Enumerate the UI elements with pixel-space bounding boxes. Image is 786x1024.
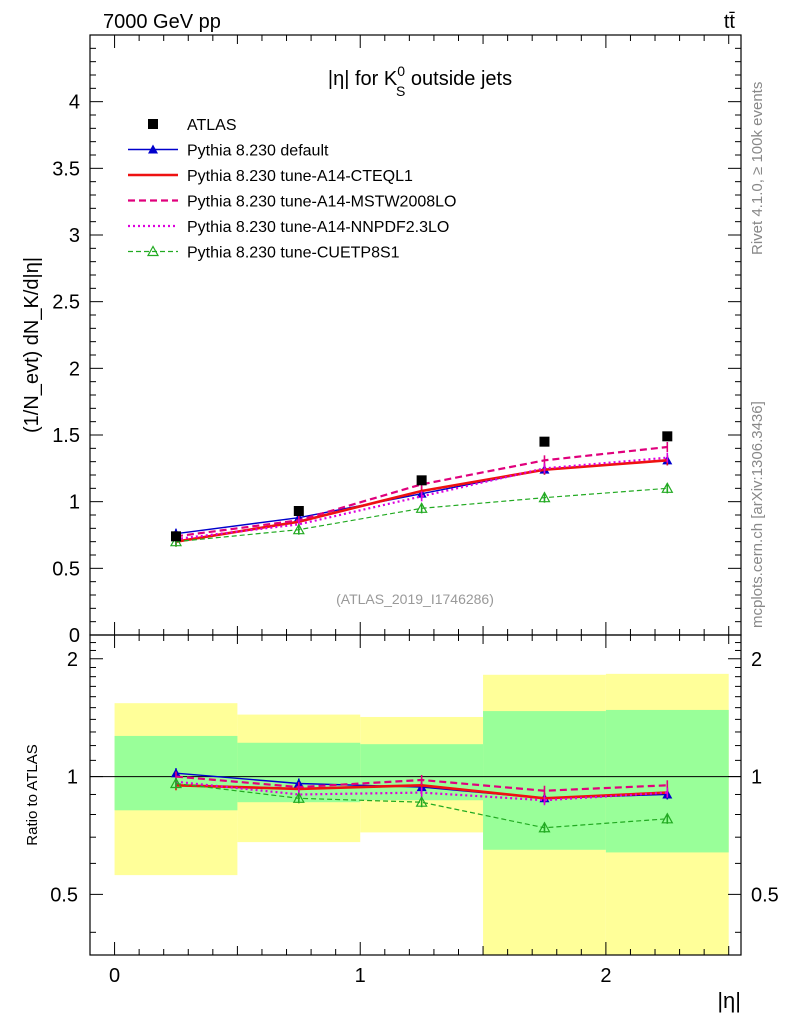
axis-ticks [90, 35, 741, 955]
data-point-marker [170, 531, 181, 542]
main-series-line [175, 456, 668, 541]
ratio-series-group [169, 768, 674, 833]
data-point-marker [662, 431, 673, 442]
series-marker [292, 792, 305, 803]
ratio-y-tick-label-left: 2 [67, 649, 78, 671]
series-marker [661, 482, 674, 493]
ratio-y-tick-label-right: 0.5 [751, 884, 779, 906]
legend-data-marker [148, 119, 158, 129]
main-y-tick-label: 0.5 [52, 558, 80, 580]
ratio-y-tick-label-right: 2 [751, 649, 762, 671]
data-point-marker [539, 436, 550, 447]
x-tick-label: 0 [109, 965, 120, 987]
series-marker [169, 777, 183, 789]
series-marker [538, 821, 551, 833]
mcplots-label: mcplots.cern.ch [arXiv:1306.3436] [749, 401, 766, 628]
series-marker [538, 491, 551, 503]
energy-label: 7000 GeV pp [103, 11, 221, 33]
series-marker [148, 144, 158, 154]
ratio-y-tick-label-left: 1 [67, 767, 78, 789]
ratio-series-line [175, 782, 668, 829]
series-marker [661, 812, 674, 824]
data-point-marker [416, 475, 427, 486]
rivet-version-label: Rivet 4.1.0, ≥ 100k events [749, 82, 766, 255]
data-point-marker [293, 506, 304, 516]
main-y-tick-label: 3 [69, 225, 80, 247]
x-axis-label: |η| [717, 988, 741, 1013]
axis-tick-labels: 00.511.522.533.540.5 0.51 12 20 1 2 [50, 92, 779, 987]
legend-entry-label: Pythia 8.230 tune-A14-MSTW2008LO [187, 194, 456, 211]
process-label: tt̄ [724, 11, 736, 33]
main-y-tick-label: 3.5 [52, 158, 80, 180]
main-series-line [175, 445, 668, 538]
series-marker [415, 795, 428, 807]
x-tick-label: 2 [600, 965, 611, 987]
chart-title: |η| for K0 S outside jets [328, 63, 512, 99]
main-y-tick-label: 2 [69, 358, 80, 380]
main-series-group [169, 442, 674, 547]
legend-entry-label: Pythia 8.230 tune-CUETP8S1 [187, 245, 400, 262]
ratio-plot-frame [89, 634, 742, 956]
legend: ATLAS Pythia 8.230 default Pythia 8.230 tu… [128, 117, 456, 262]
x-tick-label: 1 [355, 965, 366, 987]
main-y-axis-label: (1/N_evt) dN_K/d|η| [21, 257, 43, 433]
main-y-tick-label: 2.5 [52, 292, 80, 314]
main-y-tick-label: 4 [69, 92, 80, 114]
main-y-tick-label: 0 [69, 625, 80, 647]
main-y-tick-label: 1.5 [52, 425, 80, 447]
legend-entry-label: Pythia 8.230 tune-A14-CTEQL1 [187, 168, 413, 185]
ratio-y-tick-label-left: 0.5 [50, 884, 78, 906]
series-marker [146, 245, 160, 257]
series-marker [292, 523, 305, 535]
analysis-id-label: (ATLAS_2019_I1746286) [336, 591, 494, 607]
main-y-tick-label: 1 [69, 492, 80, 514]
ratio-y-tick-label-right: 1 [751, 767, 762, 789]
legend-entry-label: Pythia 8.230 default [187, 143, 329, 160]
ratio-y-axis-label: Ratio to ATLAS [24, 744, 41, 845]
data-points-group [170, 431, 673, 542]
legend-entry-label: ATLAS [187, 117, 237, 134]
series-marker [415, 502, 428, 513]
legend-entry-label: Pythia 8.230 tune-A14-NNPDF2.3LO [187, 219, 449, 236]
